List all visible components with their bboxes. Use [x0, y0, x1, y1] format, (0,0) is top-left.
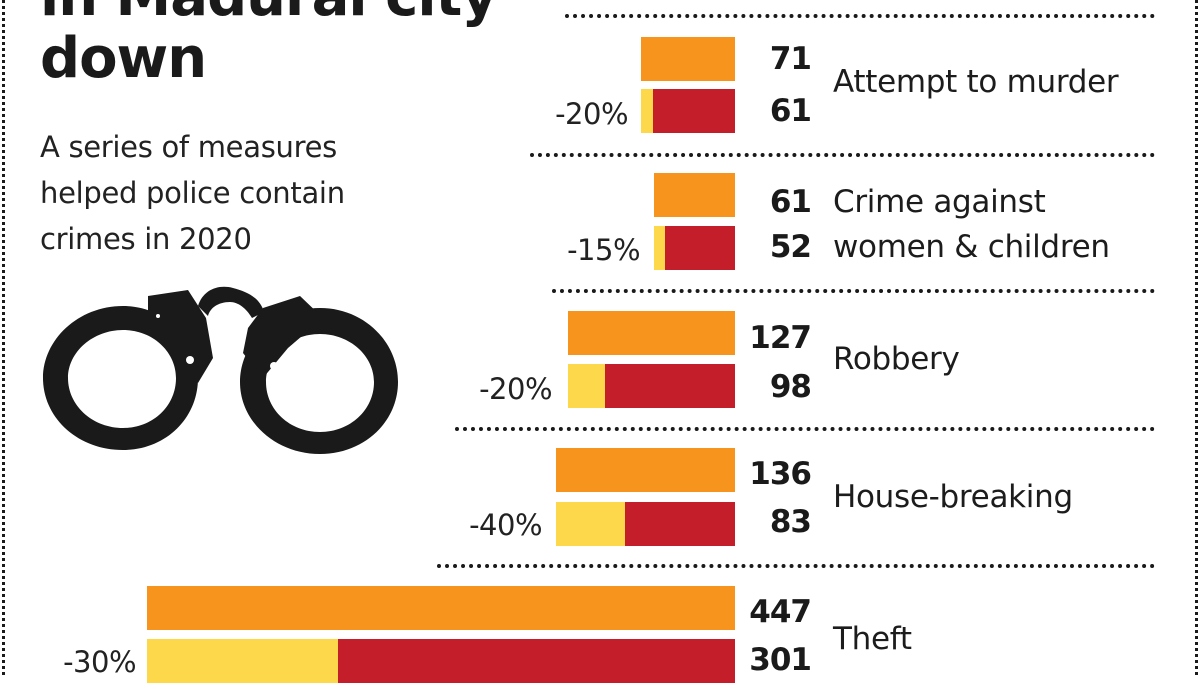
change-percent: -20%: [479, 372, 552, 406]
divider-top: [565, 14, 1155, 18]
bar-2020: [556, 502, 735, 546]
change-percent: -40%: [469, 508, 542, 542]
value-2020: 83: [769, 504, 812, 540]
bar-decrease-segment: [147, 639, 338, 683]
divider-2: [552, 289, 1155, 293]
category-label-line-2: women & children: [833, 229, 1110, 265]
right-dotted-border: [1195, 0, 1198, 675]
category-label: Robbery: [833, 341, 960, 377]
bar-2019: [568, 311, 735, 355]
category-label: Theft: [833, 621, 912, 657]
subtitle-line-2: helped police contain: [40, 176, 345, 210]
value-2020: 98: [769, 369, 812, 405]
divider-3: [455, 427, 1155, 431]
bar-current-segment: [665, 226, 735, 270]
value-2019: 127: [749, 320, 812, 356]
bar-decrease-segment: [654, 226, 665, 270]
bar-2019: [147, 586, 735, 630]
bar-2020: [147, 639, 735, 683]
bar-2020: [568, 364, 735, 408]
bar-current-segment: [338, 639, 735, 683]
title-line-1: in Madurai city: [40, 0, 498, 28]
change-percent: -30%: [63, 645, 136, 679]
bar-decrease-segment: [641, 89, 653, 133]
change-percent: -15%: [567, 233, 640, 267]
bar-decrease-segment: [568, 364, 605, 408]
left-dotted-border: [2, 0, 5, 675]
bar-2019: [556, 448, 735, 492]
value-2019: 447: [749, 594, 812, 630]
value-2020: 52: [769, 229, 812, 265]
value-2019: 136: [749, 456, 812, 492]
bar-current-segment: [653, 89, 735, 133]
subtitle-line-3: crimes in 2020: [40, 222, 252, 256]
bar-2020: [641, 89, 735, 133]
value-2020: 61: [769, 93, 812, 129]
change-percent: -20%: [555, 97, 628, 131]
handcuffs-icon: [43, 286, 398, 454]
title-line-2: down: [40, 26, 207, 91]
chart-title: in Madurai city down: [40, 0, 498, 91]
value-2019: 71: [769, 41, 812, 77]
category-label-line-1: Crime against: [833, 184, 1046, 220]
bar-2019: [654, 173, 735, 217]
bar-decrease-segment: [556, 502, 625, 546]
subtitle-line-1: A series of measures: [40, 130, 337, 164]
value-2019: 61: [769, 184, 812, 220]
divider-1: [530, 153, 1155, 157]
bar-2020: [654, 226, 735, 270]
divider-4: [437, 564, 1155, 568]
category-label: Attempt to murder: [833, 64, 1119, 100]
bar-current-segment: [605, 364, 735, 408]
category-label: House-breaking: [833, 479, 1073, 515]
bar-current-segment: [625, 502, 735, 546]
chart-subtitle: A series of measures helped police conta…: [40, 124, 440, 262]
value-2020: 301: [749, 642, 812, 678]
bar-2019: [641, 37, 735, 81]
